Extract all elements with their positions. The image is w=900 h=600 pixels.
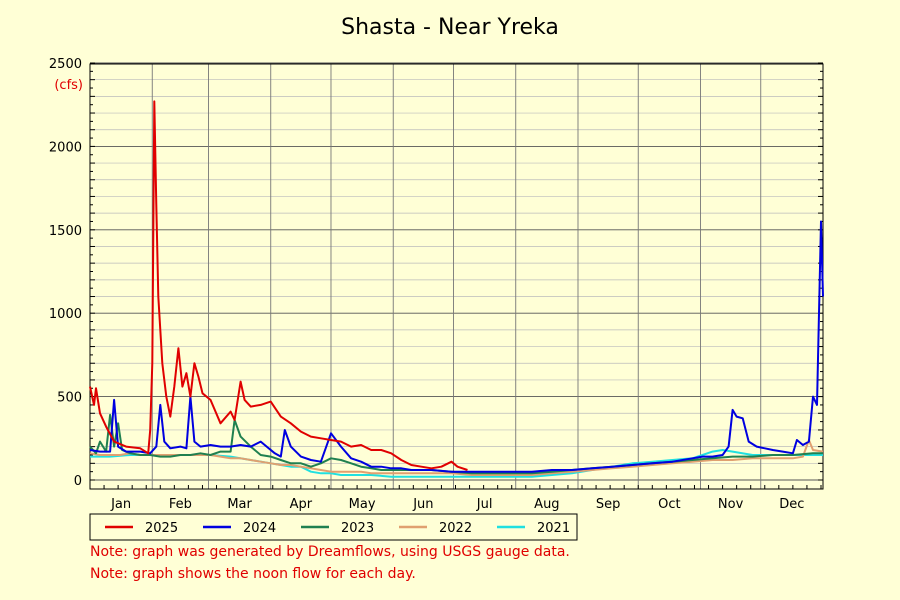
y-tick-label: 2000 [49, 140, 82, 155]
x-month-label: Mar [227, 497, 252, 512]
x-month-label: May [349, 497, 376, 512]
legend-label: 2023 [341, 521, 374, 536]
x-month-label: Feb [169, 497, 192, 512]
x-month-label: Nov [718, 497, 744, 512]
x-month-label: Jul [476, 497, 493, 512]
y-tick-label: 1500 [49, 224, 82, 239]
y-tick-label: 2500 [49, 57, 82, 72]
x-month-label: Jun [412, 497, 433, 512]
chart-title: Shasta - Near Yreka [341, 15, 559, 40]
x-month-label: Aug [534, 497, 559, 512]
note-source: Note: graph was generated by Dreamflows,… [90, 544, 570, 560]
series-line-2021 [90, 449, 823, 478]
plot-area [90, 64, 823, 489]
x-month-label: Dec [779, 497, 804, 512]
x-month-label: Apr [290, 497, 313, 512]
legend: 2025 2024 2023 2022 2021 [89, 513, 578, 541]
legend-label: 2021 [537, 521, 570, 536]
legend-box [89, 513, 578, 541]
y-tick-label: 0 [74, 474, 82, 489]
y-tick-label: 500 [57, 391, 82, 406]
x-month-label: Jan [110, 497, 131, 512]
note-noon-flow: Note: graph shows the noon flow for each… [90, 566, 416, 582]
legend-label: 2025 [145, 521, 178, 536]
x-month-label: Sep [596, 497, 621, 512]
series-line-2024 [89, 220, 824, 473]
axis-layer: 0 500 1000 1500 2000 2500 Jan Feb Mar Apr May Jun Ju… [49, 57, 824, 512]
y-tick-label: 1000 [49, 307, 82, 322]
y-axis-unit-label: (cfs) [54, 78, 83, 93]
legend-label: 2024 [243, 521, 276, 536]
series-layer [89, 100, 824, 478]
grid-layer [89, 62, 824, 489]
series-line-2025 [89, 100, 468, 471]
legend-label: 2022 [439, 521, 472, 536]
x-month-label: Oct [658, 497, 680, 512]
